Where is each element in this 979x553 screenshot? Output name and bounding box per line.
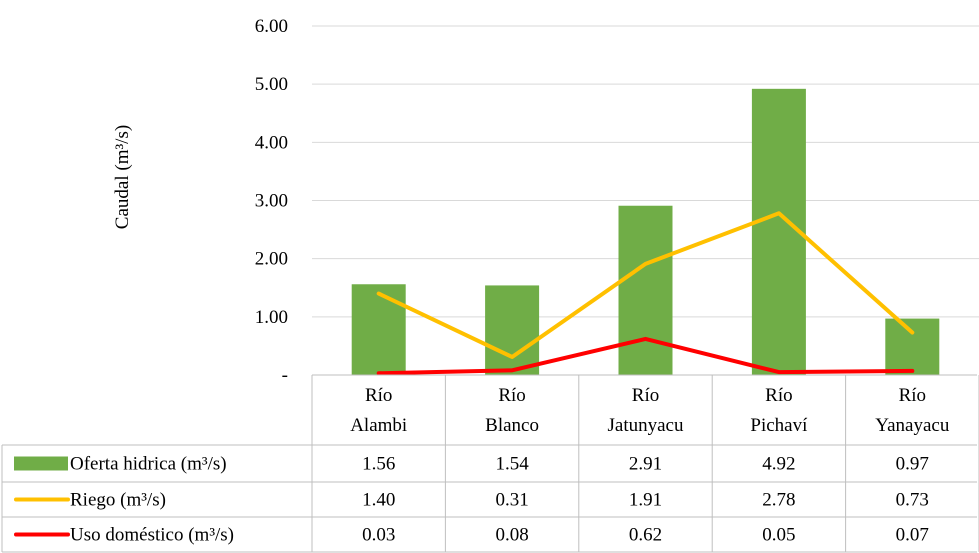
category-label: Blanco (485, 415, 539, 436)
data-table: Río Alambi Río Blanco Río Jatunyacu Río Pichaví… (1, 374, 979, 553)
category-label: Yanayacu (875, 415, 950, 436)
y-tick-label: 2.00 (255, 249, 288, 270)
data-label: 0.03 (362, 525, 395, 546)
category-label: Río (632, 385, 659, 406)
category-label: Río (498, 385, 525, 406)
y-tick-label: 6.00 (255, 16, 288, 37)
category-label: Jatunyacu (608, 415, 684, 436)
data-label: 2.91 (629, 454, 662, 475)
y-tick-label: 4.00 (255, 132, 288, 153)
data-label: 1.54 (495, 454, 529, 475)
data-label: 1.91 (629, 490, 662, 511)
y-tick-label: 5.00 (255, 74, 288, 95)
data-label: 0.08 (495, 525, 528, 546)
legend-label: Oferta hidrica (m³/s) (70, 454, 227, 475)
y-tick-labels: - 1.00 2.00 3.00 4.00 5.00 6.00 (255, 16, 288, 386)
data-label: 0.73 (896, 490, 929, 511)
line-series (376, 211, 915, 376)
series-line (376, 211, 915, 359)
legend-label: Riego (m³/s) (70, 490, 166, 511)
legend-label: Uso doméstico (m³/s) (70, 525, 234, 546)
y-tick-label: - (282, 365, 288, 386)
bar (351, 284, 406, 375)
bar (485, 285, 540, 375)
y-tick-label: 1.00 (255, 307, 288, 328)
y-axis-label: Caudal (m³/s) (112, 125, 133, 229)
gridlines (312, 25, 979, 318)
category-label: Alambi (350, 415, 407, 436)
data-label: 0.31 (495, 490, 528, 511)
data-label: 1.40 (362, 490, 395, 511)
data-label: 0.05 (762, 525, 795, 546)
series-line (376, 336, 915, 376)
category-label: Pichaví (750, 415, 808, 436)
data-label: 0.07 (896, 525, 929, 546)
category-label: Río (365, 385, 392, 406)
data-label: 1.56 (362, 454, 395, 475)
y-tick-label: 3.00 (255, 191, 288, 212)
category-label: Río (899, 385, 926, 406)
data-label: 0.97 (896, 454, 929, 475)
category-label: Río (765, 385, 792, 406)
data-label: 4.92 (762, 454, 795, 475)
legend-key (14, 456, 68, 471)
bar-series (351, 88, 940, 375)
bar (618, 205, 673, 375)
data-label: 0.62 (629, 525, 662, 546)
bar (885, 318, 940, 375)
data-label: 2.78 (762, 490, 795, 511)
